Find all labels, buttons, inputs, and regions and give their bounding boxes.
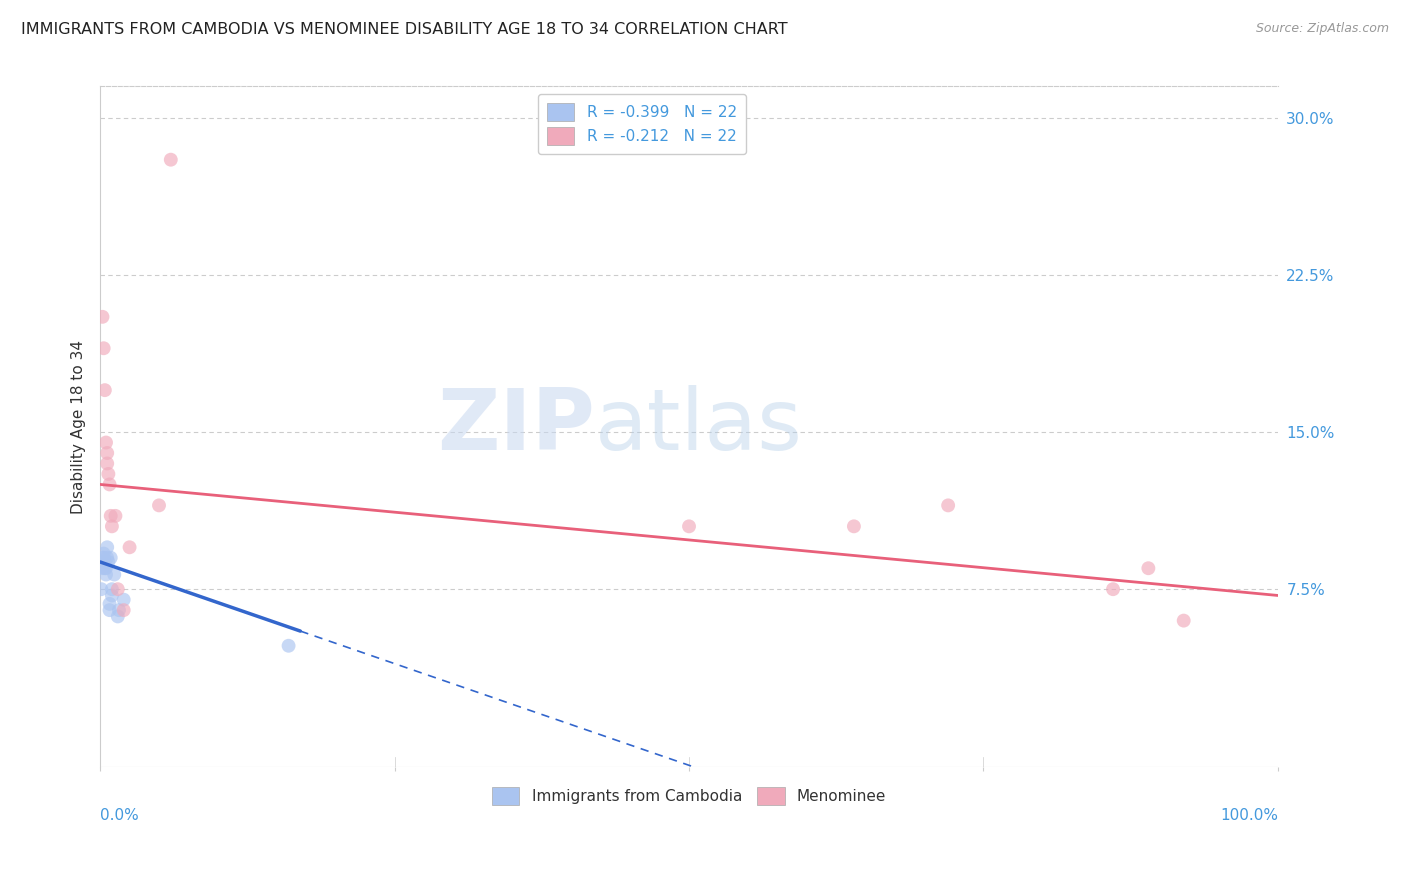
Point — [112, 592, 135, 607]
Point — [91, 550, 114, 565]
Point — [678, 519, 700, 533]
Point — [91, 310, 114, 324]
Point — [93, 550, 115, 565]
Point — [98, 477, 121, 491]
Point — [97, 555, 120, 569]
Text: ZIP: ZIP — [437, 385, 595, 468]
Point — [103, 567, 125, 582]
Point — [1102, 582, 1125, 597]
Point — [842, 519, 865, 533]
Text: 0.0%: 0.0% — [100, 808, 139, 823]
Point — [91, 561, 114, 575]
Point — [1137, 561, 1160, 575]
Point — [96, 550, 118, 565]
Text: atlas: atlas — [595, 385, 803, 468]
Point — [93, 547, 115, 561]
Point — [107, 582, 129, 597]
Point — [96, 457, 118, 471]
Point — [1173, 614, 1195, 628]
Point — [159, 153, 181, 167]
Point — [936, 499, 959, 513]
Point — [148, 499, 170, 513]
Text: IMMIGRANTS FROM CAMBODIA VS MENOMINEE DISABILITY AGE 18 TO 34 CORRELATION CHART: IMMIGRANTS FROM CAMBODIA VS MENOMINEE DI… — [21, 22, 787, 37]
Point — [94, 383, 117, 397]
Text: 100.0%: 100.0% — [1220, 808, 1278, 823]
Point — [101, 519, 124, 533]
Point — [94, 567, 117, 582]
Point — [97, 467, 120, 481]
Point — [277, 639, 299, 653]
Point — [100, 550, 122, 565]
Point — [108, 603, 131, 617]
Point — [98, 603, 121, 617]
Point — [94, 555, 117, 569]
Point — [94, 561, 117, 575]
Legend: Immigrants from Cambodia, Menominee: Immigrants from Cambodia, Menominee — [485, 780, 893, 811]
Point — [94, 435, 117, 450]
Point — [98, 597, 121, 611]
Point — [94, 561, 117, 575]
Y-axis label: Disability Age 18 to 34: Disability Age 18 to 34 — [72, 340, 86, 514]
Point — [107, 609, 129, 624]
Point — [104, 508, 127, 523]
Text: Source: ZipAtlas.com: Source: ZipAtlas.com — [1256, 22, 1389, 36]
Point — [93, 341, 115, 355]
Point — [100, 508, 122, 523]
Point — [90, 582, 112, 597]
Point — [96, 541, 118, 555]
Point — [101, 582, 124, 597]
Point — [101, 589, 124, 603]
Point — [96, 446, 118, 460]
Point — [112, 603, 135, 617]
Point — [118, 541, 141, 555]
